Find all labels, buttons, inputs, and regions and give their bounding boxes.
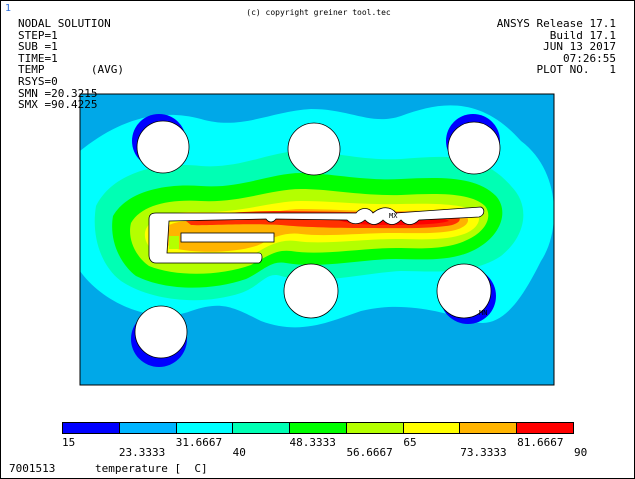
time-label: 07:26:55 [563, 51, 616, 65]
build-label: Build 17.1 [549, 28, 616, 42]
holes [134, 120, 501, 359]
legend-tick-label: 56.6667 [346, 446, 393, 459]
mn-marker: MN [479, 309, 487, 317]
legend-title: temperature [ C] [95, 462, 208, 475]
copyright-text: (c) copyright greiner tool.tec [246, 8, 391, 17]
plate-outline [79, 93, 555, 386]
release-label: ANSYS Release 17.1 [496, 17, 616, 30]
legend-tick-label: 15 [62, 436, 76, 449]
legend-swatch [233, 423, 291, 433]
info-panel-left: NODAL SOLUTION STEP=1 SUB =1 TIME=1 TEMP… [18, 18, 124, 111]
legend-tick-label: 48.3333 [289, 436, 336, 449]
legend-tick-label: 90 [574, 446, 588, 459]
legend-color-bar [62, 422, 574, 434]
step-value: STEP=1 [18, 28, 58, 42]
time-value: TIME=1 [18, 51, 58, 65]
substep-value: SUB =1 [18, 40, 58, 54]
legend-swatch [119, 423, 177, 433]
legend-swatch [63, 423, 120, 433]
tool-slot [180, 232, 275, 243]
plot-number: PLOT NO. 1 [536, 63, 616, 77]
tool-profile [148, 206, 485, 264]
legend-swatch [290, 423, 347, 433]
legend-swatch [176, 423, 234, 433]
legend-tick-label: 23.3333 [118, 446, 166, 459]
legend-tick-label: 65 [403, 436, 417, 449]
legend-swatch [403, 423, 461, 433]
frame-id: 7001513 [9, 462, 56, 475]
legend-tick-label: 81.6667 [517, 436, 564, 449]
slot-contour [169, 236, 179, 249]
legend-tick-label: 40 [232, 446, 246, 459]
smn-value: SMN =20.3215 [18, 86, 98, 100]
info-panel-right: ANSYS Release 17.1 Build 17.1 JUN 13 201… [497, 18, 616, 76]
legend-swatch [517, 423, 574, 433]
legend-swatch [460, 423, 518, 433]
window-number: 1 [5, 3, 12, 14]
legend-swatch [346, 423, 404, 433]
legend-tick-label: 73.3333 [460, 446, 507, 459]
result-type: TEMP (AVG) [18, 63, 124, 77]
legend-tick-label: 31.6667 [175, 436, 223, 449]
smx-value: SMX =90.4225 [18, 98, 98, 112]
rsys-value: RSYS=0 [18, 74, 58, 88]
mx-marker: MX [389, 212, 398, 220]
plot-title: NODAL SOLUTION [18, 17, 111, 30]
date-label: JUN 13 2017 [543, 40, 616, 54]
